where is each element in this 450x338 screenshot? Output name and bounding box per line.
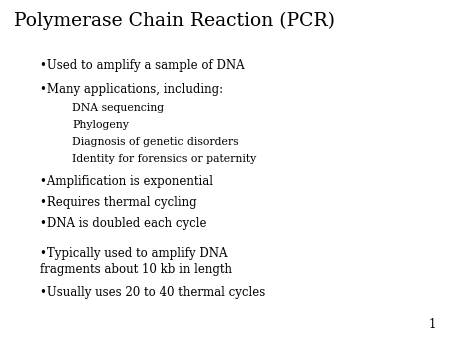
Text: 1: 1 [429, 318, 436, 331]
Text: •Typically used to amplify DNA
fragments about 10 kb in length: •Typically used to amplify DNA fragments… [40, 247, 233, 276]
Text: Identity for forensics or paternity: Identity for forensics or paternity [72, 154, 256, 164]
Text: Polymerase Chain Reaction (PCR): Polymerase Chain Reaction (PCR) [14, 12, 334, 30]
Text: Diagnosis of genetic disorders: Diagnosis of genetic disorders [72, 137, 238, 147]
Text: •Requires thermal cycling: •Requires thermal cycling [40, 196, 197, 209]
Text: •Used to amplify a sample of DNA: •Used to amplify a sample of DNA [40, 59, 245, 72]
Text: •Many applications, including:: •Many applications, including: [40, 83, 224, 96]
Text: Phylogeny: Phylogeny [72, 120, 129, 130]
Text: DNA sequencing: DNA sequencing [72, 103, 164, 113]
Text: •DNA is doubled each cycle: •DNA is doubled each cycle [40, 217, 207, 230]
Text: •Usually uses 20 to 40 thermal cycles: •Usually uses 20 to 40 thermal cycles [40, 286, 266, 298]
Text: •Amplification is exponential: •Amplification is exponential [40, 175, 213, 188]
